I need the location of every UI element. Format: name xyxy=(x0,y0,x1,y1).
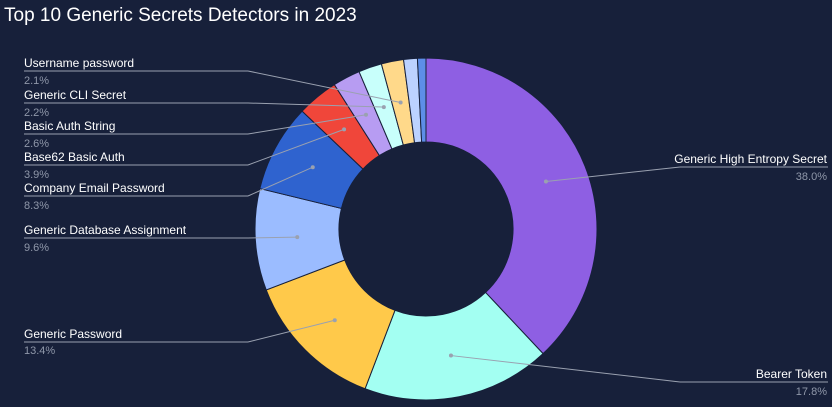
label-basic-auth-string: Basic Auth String xyxy=(24,119,115,133)
leader-username-password xyxy=(247,70,401,104)
dot-basic-auth-string xyxy=(363,112,368,117)
label-company-email-password: Company Email Password xyxy=(24,181,165,195)
label-bearer-token: Bearer Token xyxy=(756,367,827,381)
leader-generic-high-entropy-secret xyxy=(545,166,681,183)
labels-group: Generic High Entropy Secret 38.0% Bearer T… xyxy=(24,56,828,398)
percent-username-password: 2.1% xyxy=(24,75,49,87)
leader-generic-cli-secret xyxy=(247,102,384,108)
percent-bearer-token: 17.8% xyxy=(796,386,827,398)
leader-generic-database-assignment xyxy=(247,236,298,239)
percent-company-email-password: 8.3% xyxy=(24,200,49,212)
leader-company-email-password xyxy=(247,166,313,197)
leader-bearer-token xyxy=(450,355,681,383)
percent-basic-auth-string: 2.6% xyxy=(24,138,49,150)
dot-generic-database-assignment xyxy=(295,235,300,240)
percent-generic-password: 13.4% xyxy=(24,345,55,357)
label-generic-database-assignment: Generic Database Assignment xyxy=(24,223,187,237)
label-username-password: Username password xyxy=(24,56,134,70)
label-base62-basic-auth: Base62 Basic Auth xyxy=(24,150,125,164)
leader-basic-auth-string xyxy=(247,114,367,135)
leader-generic-password xyxy=(247,319,335,343)
donut-hole xyxy=(339,142,513,316)
chart-title: Top 10 Generic Secrets Detectors in 2023 xyxy=(4,5,357,26)
label-generic-cli-secret: Generic CLI Secret xyxy=(24,88,127,102)
dot-bearer-token xyxy=(448,353,453,358)
label-generic-password: Generic Password xyxy=(24,327,122,341)
dot-base62-basic-auth xyxy=(342,127,347,132)
dot-generic-cli-secret xyxy=(381,105,386,110)
percent-generic-high-entropy-secret: 38.0% xyxy=(796,171,827,183)
percent-generic-cli-secret: 2.2% xyxy=(24,107,49,119)
dot-company-email-password xyxy=(310,165,315,170)
leader-base62-basic-auth xyxy=(247,128,345,166)
percent-base62-basic-auth: 3.9% xyxy=(24,169,49,181)
dot-username-password xyxy=(398,100,403,105)
dot-generic-password xyxy=(332,318,337,323)
percent-generic-database-assignment: 9.6% xyxy=(24,242,49,254)
label-generic-high-entropy-secret: Generic High Entropy Secret xyxy=(674,152,827,166)
dot-generic-high-entropy-secret xyxy=(543,179,548,184)
